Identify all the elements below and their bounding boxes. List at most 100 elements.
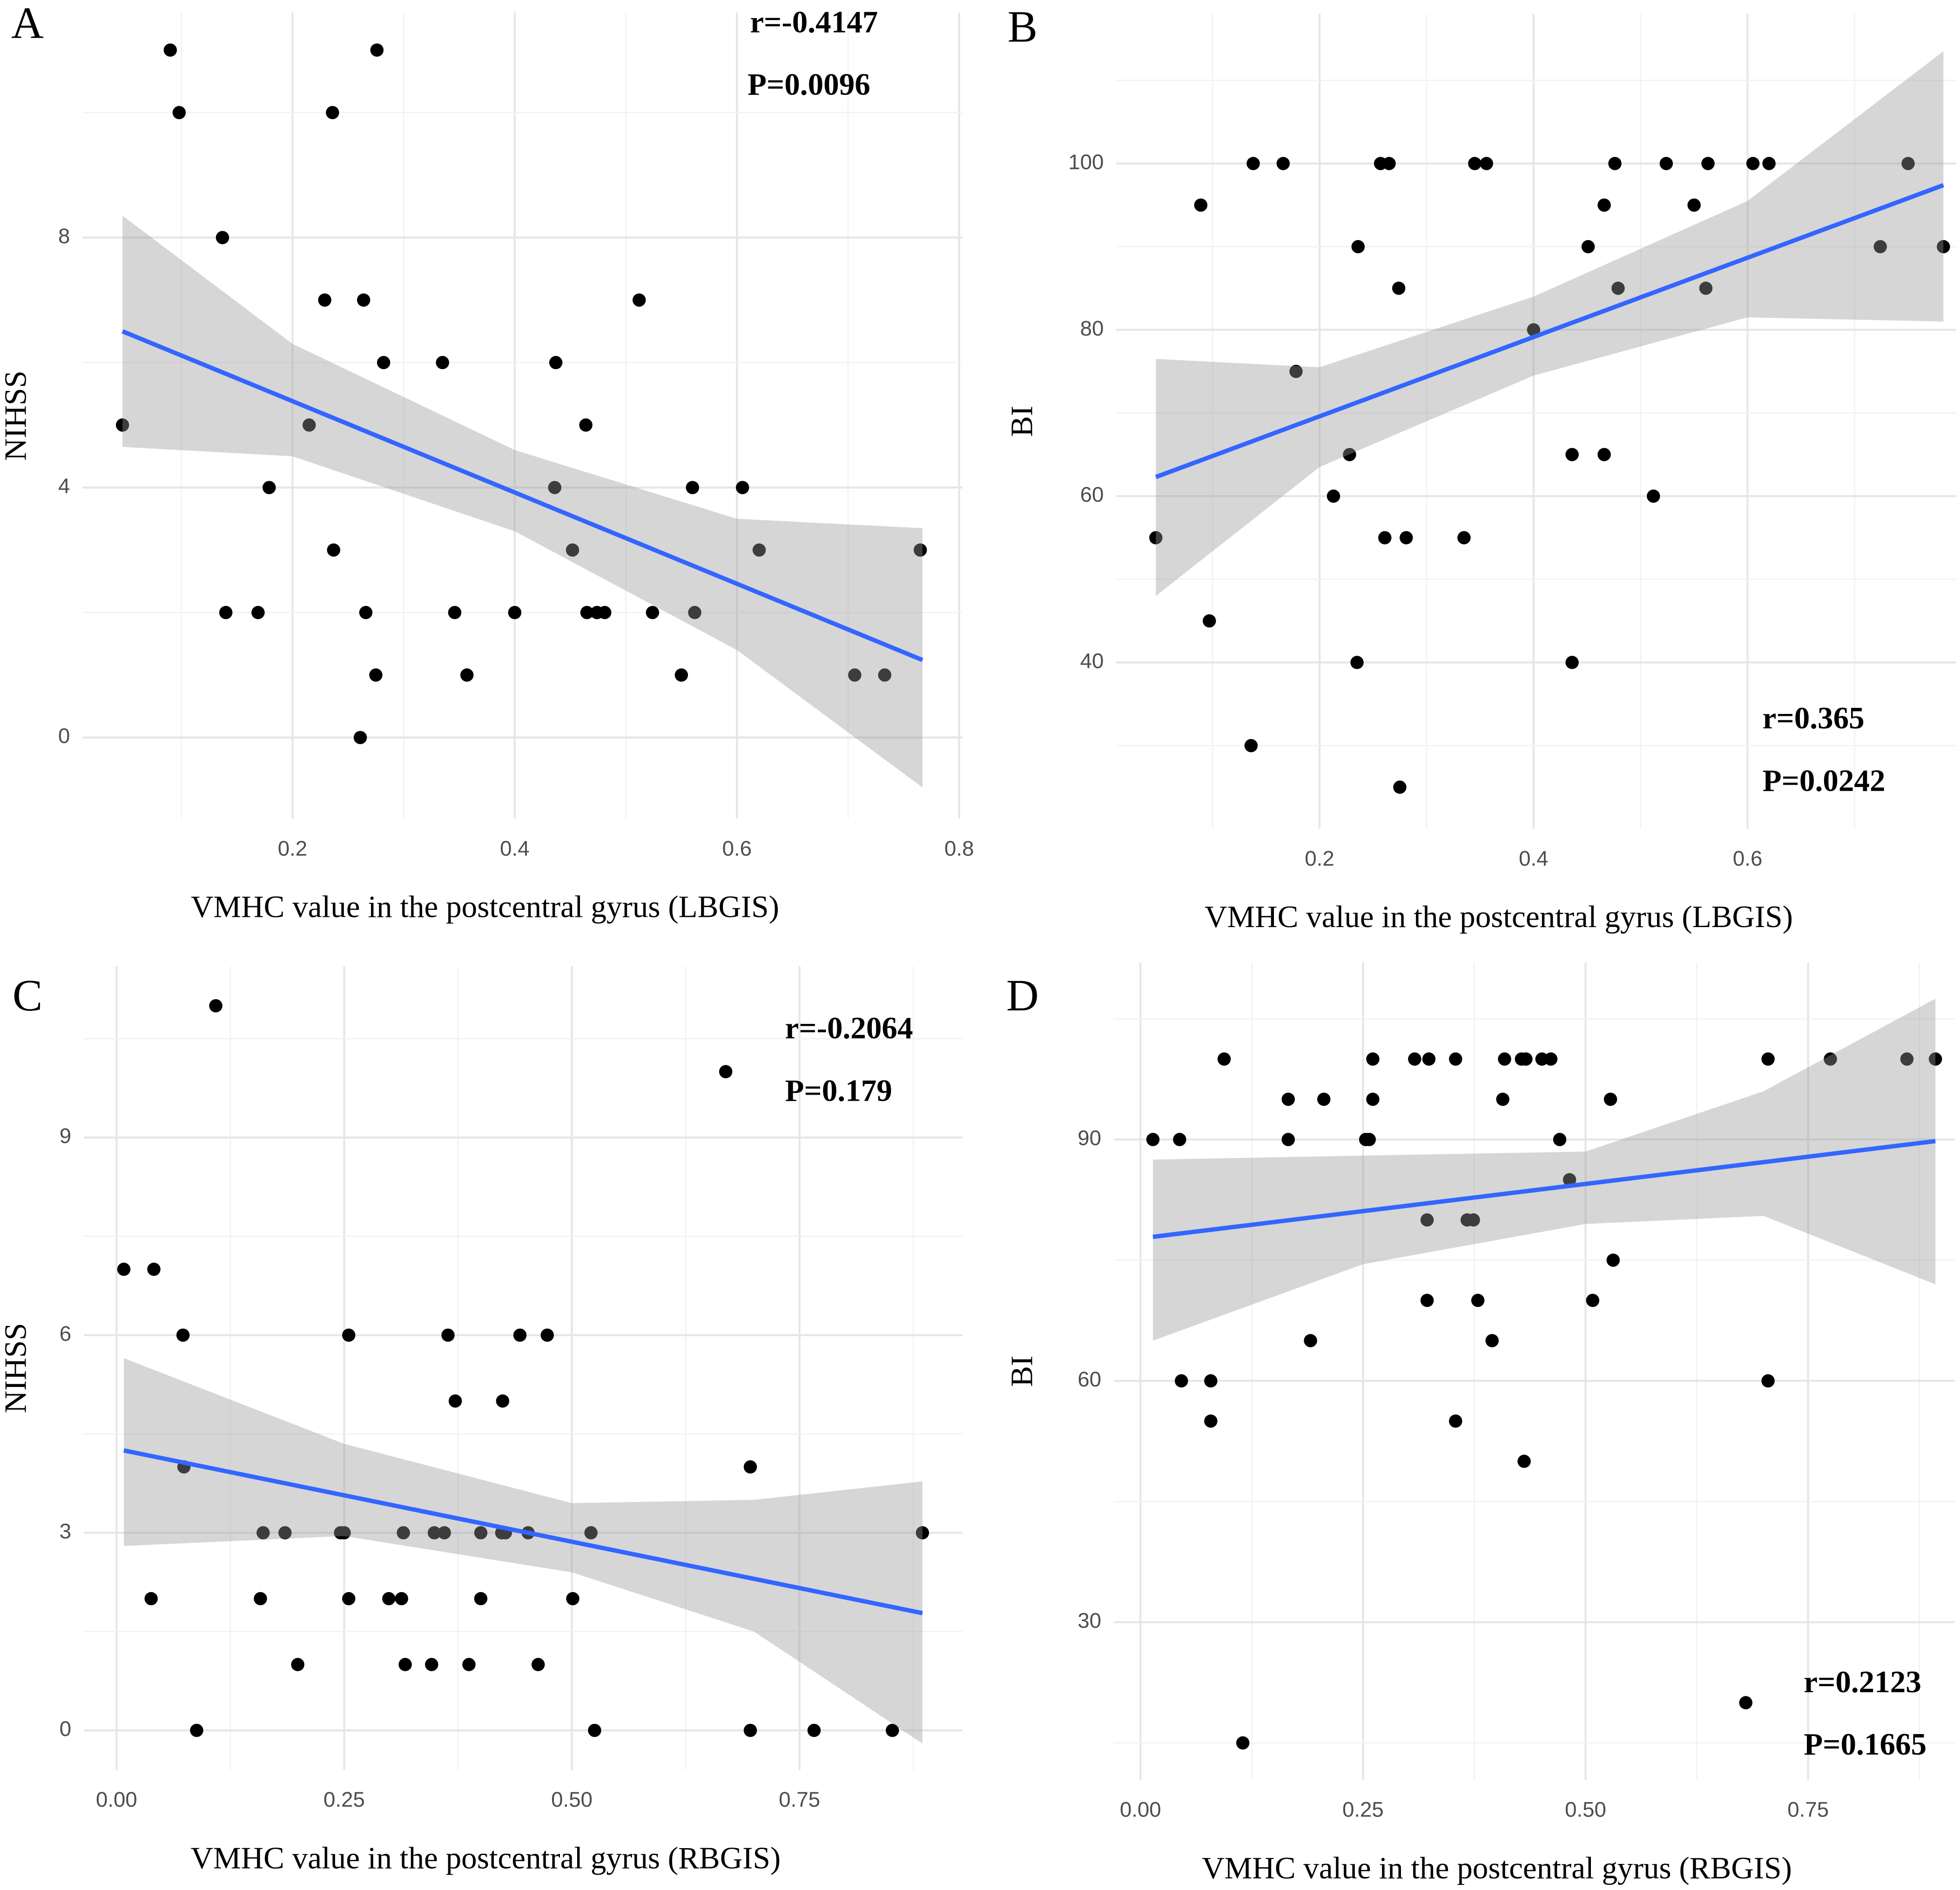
point xyxy=(474,1526,488,1540)
point xyxy=(513,1328,527,1342)
point xyxy=(913,543,927,557)
point xyxy=(1563,1173,1576,1187)
point xyxy=(263,481,276,494)
annotation: r=0.2123 xyxy=(1804,1664,1921,1699)
point xyxy=(254,1592,267,1606)
panel-label: D xyxy=(1006,970,1039,1020)
point xyxy=(1739,1696,1753,1709)
point xyxy=(460,668,474,682)
point xyxy=(566,543,579,557)
panel-label: B xyxy=(1008,2,1037,52)
x-tick-label: 0.25 xyxy=(323,1788,365,1811)
point xyxy=(807,1723,821,1737)
fit-line xyxy=(1152,1139,1936,1239)
y-tick-label: 90 xyxy=(1078,1126,1101,1150)
point xyxy=(398,1658,412,1671)
point xyxy=(566,1592,579,1606)
point xyxy=(1937,240,1950,254)
point xyxy=(1603,1092,1617,1106)
point xyxy=(117,1263,131,1276)
x-tick-label: 0.25 xyxy=(1342,1798,1384,1822)
point xyxy=(1366,1092,1380,1106)
point xyxy=(1449,1414,1462,1428)
y-axis-title: BI xyxy=(1004,1356,1039,1387)
point xyxy=(357,293,370,307)
point xyxy=(1519,1052,1533,1066)
point xyxy=(549,356,563,370)
point xyxy=(598,605,612,619)
point xyxy=(1378,531,1392,545)
panel-label: C xyxy=(13,970,42,1020)
point xyxy=(584,1526,598,1540)
point xyxy=(1236,1736,1250,1750)
point xyxy=(1244,739,1258,753)
point xyxy=(115,418,129,432)
point xyxy=(743,1460,757,1474)
point xyxy=(1382,157,1396,170)
point xyxy=(848,668,862,682)
fit-line xyxy=(121,329,923,662)
point xyxy=(1327,489,1340,503)
point xyxy=(1565,448,1579,461)
point xyxy=(370,43,384,57)
panel-label: A xyxy=(11,0,44,47)
point xyxy=(1746,157,1760,170)
point xyxy=(1761,1374,1775,1388)
point xyxy=(369,668,383,682)
point xyxy=(291,1658,304,1671)
point xyxy=(1597,448,1611,461)
x-axis-title: VMHC value in the postcentral gyrus (RBG… xyxy=(190,1840,781,1875)
point xyxy=(251,605,265,619)
point xyxy=(327,543,340,557)
point xyxy=(1901,157,1915,170)
point xyxy=(1149,531,1163,545)
point xyxy=(147,1263,161,1276)
point xyxy=(1420,1213,1434,1227)
point xyxy=(1366,1052,1380,1066)
point xyxy=(1204,1414,1218,1428)
confidence-band xyxy=(1153,998,1936,1341)
point xyxy=(1659,157,1673,170)
point xyxy=(1304,1334,1317,1347)
point xyxy=(1606,1253,1620,1267)
y-tick-label: 0 xyxy=(60,1717,71,1741)
y-axis-title: NIHSS xyxy=(0,1323,33,1413)
point xyxy=(1204,1374,1218,1388)
point xyxy=(1276,157,1290,170)
x-tick-label: 0.2 xyxy=(1305,847,1334,870)
point xyxy=(278,1526,292,1540)
point xyxy=(496,1394,510,1408)
point xyxy=(752,543,766,557)
y-tick-label: 4 xyxy=(58,474,70,498)
confidence-band xyxy=(124,1358,923,1744)
point xyxy=(1586,1293,1600,1307)
y-tick-label: 60 xyxy=(1080,483,1104,506)
annotation: r=-0.4147 xyxy=(750,4,878,39)
point xyxy=(1873,240,1887,254)
point xyxy=(1467,1213,1480,1227)
point xyxy=(462,1658,476,1671)
point xyxy=(1281,1133,1295,1146)
annotation: P=0.0242 xyxy=(1763,763,1886,798)
annotation: r=0.365 xyxy=(1763,700,1865,735)
x-tick-label: 0.75 xyxy=(1787,1798,1829,1822)
point xyxy=(1762,157,1776,170)
point xyxy=(1343,448,1356,461)
point xyxy=(448,1394,462,1408)
fit-line xyxy=(1155,183,1944,479)
point xyxy=(1480,157,1493,170)
x-tick-label: 0.00 xyxy=(96,1788,137,1811)
point xyxy=(303,418,316,432)
y-axis-title: NIHSS xyxy=(0,370,33,461)
point xyxy=(1565,656,1579,669)
annotation: P=0.179 xyxy=(785,1073,892,1108)
point xyxy=(342,1328,356,1342)
x-tick-label: 0.2 xyxy=(278,836,307,860)
point xyxy=(216,231,229,244)
point xyxy=(1647,489,1660,503)
point xyxy=(1544,1052,1558,1066)
point xyxy=(1457,531,1471,545)
point xyxy=(326,106,339,120)
